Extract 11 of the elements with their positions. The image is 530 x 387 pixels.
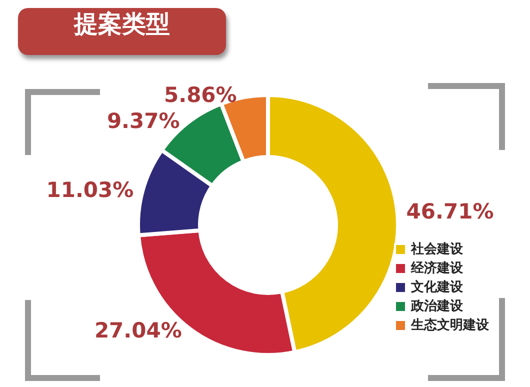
data-label: 5.86% [164,83,237,108]
data-label: 11.03% [46,178,134,202]
legend-label: 文化建设 [410,279,464,295]
data-label: 27.04% [94,318,182,343]
chart-title: 提案类型 [18,8,226,55]
data-label: 46.71% [406,199,494,224]
legend-label: 政治建设 [410,298,464,314]
legend-label: 生态文明建设 [410,317,490,333]
data-label: 9.37% [106,108,180,133]
legend-label: 经济建设 [410,260,464,276]
legend-label: 社会建设 [410,241,464,257]
